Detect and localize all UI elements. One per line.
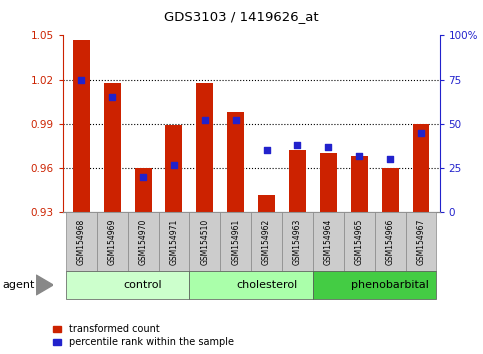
Bar — [158, 212, 189, 271]
Bar — [166, 125, 183, 212]
Text: GDS3103 / 1419626_at: GDS3103 / 1419626_at — [164, 10, 319, 23]
Text: GSM154963: GSM154963 — [293, 218, 302, 265]
Bar — [313, 271, 437, 299]
Text: control: control — [124, 280, 162, 290]
Polygon shape — [36, 275, 53, 295]
Bar — [189, 271, 313, 299]
Point — [77, 77, 85, 82]
Bar — [66, 212, 97, 271]
Bar — [289, 150, 306, 212]
Point — [417, 130, 425, 136]
Bar — [220, 212, 251, 271]
Text: GSM154962: GSM154962 — [262, 218, 271, 265]
Bar — [197, 82, 213, 212]
Text: GSM154971: GSM154971 — [170, 218, 178, 265]
Point — [386, 156, 394, 162]
Point — [232, 118, 240, 123]
Text: agent: agent — [2, 280, 35, 290]
Point — [325, 144, 332, 150]
Text: GSM154968: GSM154968 — [77, 218, 86, 265]
Bar — [375, 212, 406, 271]
Legend: transformed count, percentile rank within the sample: transformed count, percentile rank withi… — [53, 325, 234, 347]
Bar — [313, 212, 344, 271]
Bar — [73, 40, 90, 212]
Text: GSM154970: GSM154970 — [139, 218, 148, 265]
Bar — [344, 212, 375, 271]
Point — [108, 95, 116, 100]
Bar — [258, 195, 275, 212]
Bar — [189, 212, 220, 271]
Bar — [412, 124, 429, 212]
Point — [263, 148, 270, 153]
Bar — [104, 82, 121, 212]
Bar — [128, 212, 158, 271]
Bar — [251, 212, 282, 271]
Point — [355, 153, 363, 159]
Bar — [135, 168, 152, 212]
Bar — [66, 271, 189, 299]
Text: phenobarbital: phenobarbital — [351, 280, 429, 290]
Bar — [382, 168, 398, 212]
Bar — [351, 156, 368, 212]
Point — [201, 118, 209, 123]
Bar — [320, 153, 337, 212]
Point — [139, 174, 147, 180]
Text: GSM154966: GSM154966 — [385, 218, 395, 265]
Point — [170, 162, 178, 167]
Text: GSM154964: GSM154964 — [324, 218, 333, 265]
Text: GSM154510: GSM154510 — [200, 218, 209, 265]
Bar — [97, 212, 128, 271]
Bar — [406, 212, 437, 271]
Bar — [227, 112, 244, 212]
Point — [294, 142, 301, 148]
Text: cholesterol: cholesterol — [236, 280, 297, 290]
Text: GSM154961: GSM154961 — [231, 218, 240, 265]
Text: GSM154967: GSM154967 — [416, 218, 426, 265]
Bar — [282, 212, 313, 271]
Text: GSM154969: GSM154969 — [108, 218, 117, 265]
Text: GSM154965: GSM154965 — [355, 218, 364, 265]
